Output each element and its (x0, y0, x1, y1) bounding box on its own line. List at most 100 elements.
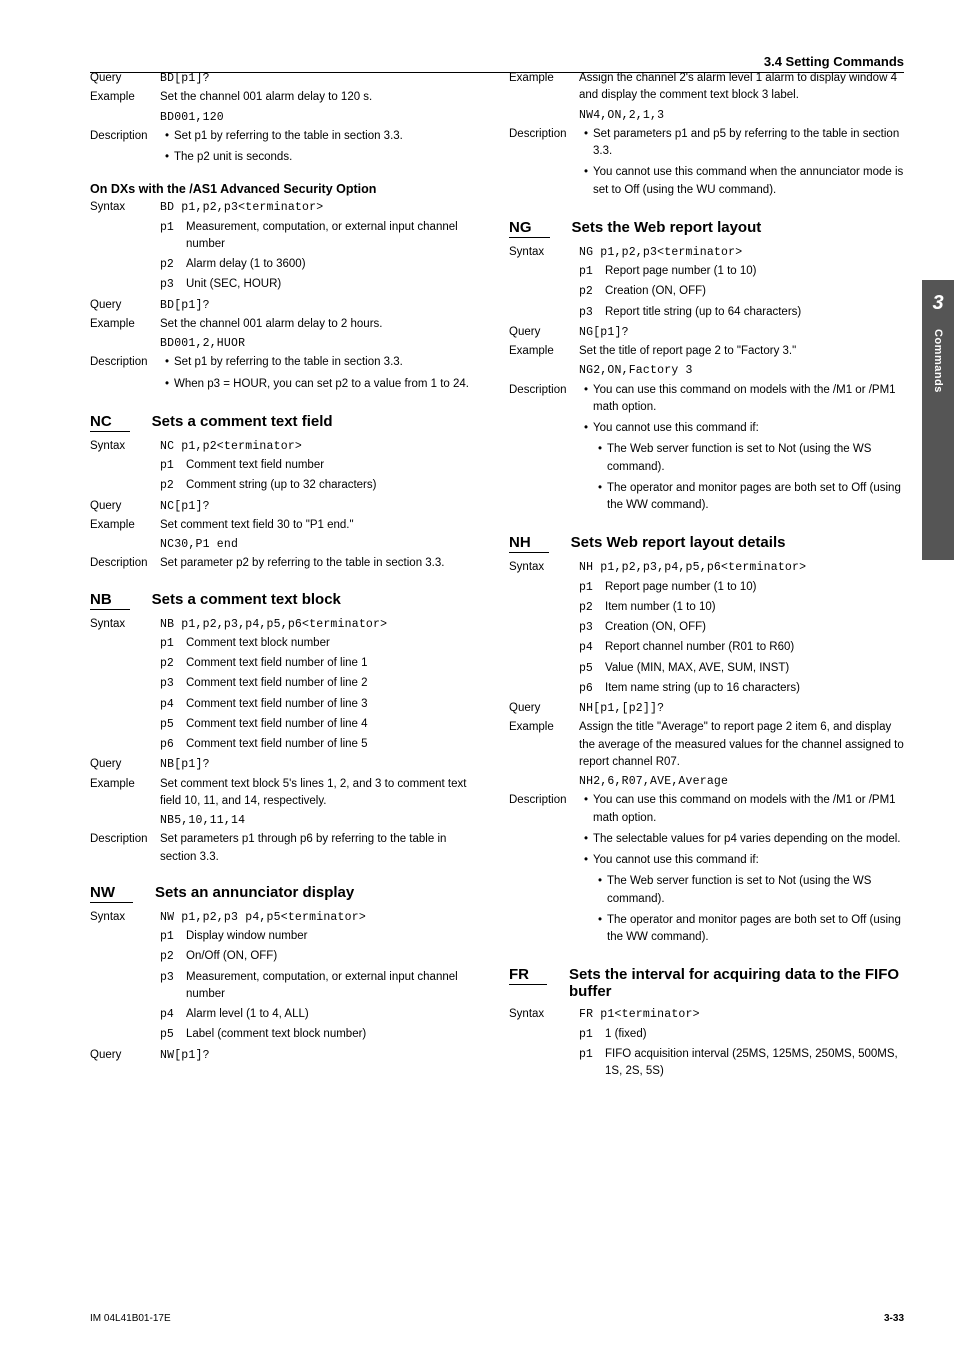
label: Example (90, 316, 160, 333)
param-key: p2 (579, 599, 605, 616)
label: Query (509, 700, 579, 717)
text: The Web server function is set to Not (u… (607, 441, 904, 476)
label: Description (90, 555, 160, 572)
label: Syntax (509, 244, 579, 261)
code: NW4,ON,2,1,3 (579, 107, 904, 124)
param-key: p4 (579, 639, 605, 656)
command-code: NW (90, 884, 133, 903)
text: Assign the channel 2's alarm level 1 ala… (579, 70, 904, 105)
text: Comment text field number of line 1 (186, 655, 485, 672)
command-code: NB (90, 591, 130, 610)
code: NW p1,p2,p3 p4,p5<terminator> (160, 909, 485, 926)
text: Assign the title "Average" to report pag… (579, 719, 904, 771)
text: Alarm level (1 to 4, ALL) (186, 1006, 485, 1023)
command-title: Sets a comment text block (152, 591, 341, 608)
footer-right: 3-33 (884, 1313, 904, 1324)
text: The Web server function is set to Not (u… (607, 873, 904, 908)
text: You cannot use this command if: (593, 420, 904, 437)
text: Set p1 by referring to the table in sect… (174, 354, 485, 371)
text: Set comment text block 5's lines 1, 2, a… (160, 776, 485, 811)
text: 1 (fixed) (605, 1026, 904, 1043)
text: Comment text field number of line 3 (186, 696, 485, 713)
param-key: p3 (160, 675, 186, 692)
code: NB5,10,11,14 (160, 812, 485, 829)
command-title: Sets the Web report layout (572, 219, 762, 236)
footer-left: IM 04L41B01-17E (90, 1313, 171, 1324)
label: Query (90, 1047, 160, 1064)
code: NW[p1]? (160, 1047, 485, 1064)
text: You cannot use this command if: (593, 852, 904, 869)
text: Comment text field number of line 2 (186, 675, 485, 692)
chapter-tab: 3 Commands (922, 280, 954, 560)
text: Measurement, computation, or external in… (186, 969, 485, 1004)
text: Set the title of report page 2 to "Facto… (579, 343, 904, 360)
text: Comment text block number (186, 635, 485, 652)
left-column: QueryBD[p1]? ExampleSet the channel 001 … (90, 70, 485, 1083)
param-key: p1 (579, 579, 605, 596)
param-key: p2 (160, 948, 186, 965)
text: Set the channel 001 alarm delay to 120 s… (160, 89, 485, 106)
text: Alarm delay (1 to 3600) (186, 256, 485, 273)
label: Syntax (509, 1006, 579, 1023)
text: Report page number (1 to 10) (605, 579, 904, 596)
param-key: p1 (160, 457, 186, 474)
param-key: p1 (160, 928, 186, 945)
code: NG2,ON,Factory 3 (579, 362, 904, 379)
label: Example (509, 719, 579, 771)
label: Description (509, 126, 579, 163)
text: Comment text field number (186, 457, 485, 474)
section-heading: 3.4 Setting Commands (90, 54, 904, 73)
text: Comment text field number of line 4 (186, 716, 485, 733)
text: You cannot use this command when the ann… (593, 164, 904, 199)
text: Creation (ON, OFF) (605, 283, 904, 300)
code: BD001,120 (160, 109, 485, 126)
code: NB[p1]? (160, 756, 485, 773)
param-key: p6 (160, 736, 186, 753)
param-key: p1 (579, 1026, 605, 1043)
label: Query (90, 498, 160, 515)
text: You can use this command on models with … (593, 792, 904, 827)
param-key: p3 (160, 969, 186, 1004)
label: Description (90, 128, 160, 147)
label: Description (90, 831, 160, 866)
code: NG p1,p2,p3<terminator> (579, 244, 904, 261)
text: Unit (SEC, HOUR) (186, 276, 485, 293)
command-code: NH (509, 534, 549, 553)
text: The operator and monitor pages are both … (607, 480, 904, 515)
param-key: p4 (160, 696, 186, 713)
text: Set parameter p2 by referring to the tab… (160, 555, 485, 572)
text: Set parameters p1 and p5 by referring to… (593, 126, 904, 161)
text: Value (MIN, MAX, AVE, SUM, INST) (605, 660, 904, 677)
code: NB p1,p2,p3,p4,p5,p6<terminator> (160, 616, 485, 633)
text: When p3 = HOUR, you can set p2 to a valu… (174, 376, 485, 393)
code: BD001,2,HUOR (160, 335, 485, 352)
param-key: p1 (160, 635, 186, 652)
page-footer: IM 04L41B01-17E 3-33 (90, 1313, 904, 1324)
label: Query (90, 756, 160, 773)
code: NC p1,p2<terminator> (160, 438, 485, 455)
label: Example (509, 343, 579, 360)
param-key: p5 (160, 716, 186, 733)
text: The operator and monitor pages are both … (607, 912, 904, 947)
label: Query (90, 297, 160, 314)
param-key: p5 (579, 660, 605, 677)
param-key: p6 (579, 680, 605, 697)
right-column: ExampleAssign the channel 2's alarm leve… (509, 70, 904, 1083)
label: Query (509, 324, 579, 341)
param-key: p2 (579, 283, 605, 300)
chapter-label: Commands (932, 329, 944, 393)
code: BD[p1]? (160, 297, 485, 314)
param-key: p3 (579, 619, 605, 636)
command-code: FR (509, 966, 547, 985)
label: Syntax (90, 909, 160, 926)
text: Item name string (up to 16 characters) (605, 680, 904, 697)
command-title: Sets the interval for acquiring data to … (569, 966, 904, 1000)
label: Example (509, 70, 579, 105)
code: NH2,6,R07,AVE,Average (579, 773, 904, 790)
param-key: p1 (579, 263, 605, 280)
text: Creation (ON, OFF) (605, 619, 904, 636)
label: Description (509, 382, 579, 419)
text: Set the channel 001 alarm delay to 2 hou… (160, 316, 485, 333)
param-key: p1 (160, 219, 186, 254)
command-title: Sets an annunciator display (155, 884, 354, 901)
